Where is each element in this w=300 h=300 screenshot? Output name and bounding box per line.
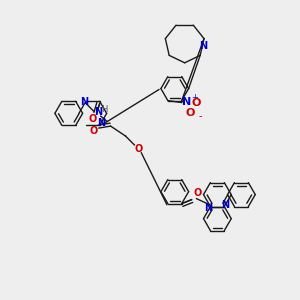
Text: -: - (199, 111, 202, 122)
Text: N: N (221, 200, 230, 210)
Text: H: H (101, 105, 108, 114)
Text: N: N (204, 202, 212, 213)
Text: N: N (182, 97, 191, 106)
Text: +: + (191, 93, 198, 102)
Text: N: N (94, 107, 102, 117)
Text: O: O (89, 114, 97, 124)
Text: N: N (97, 118, 105, 128)
Text: N: N (199, 41, 207, 51)
Text: O: O (194, 188, 202, 198)
Text: O: O (134, 144, 142, 154)
Text: N: N (80, 97, 88, 107)
Text: O: O (90, 126, 98, 136)
Text: O: O (192, 98, 201, 108)
Text: O: O (186, 109, 195, 118)
